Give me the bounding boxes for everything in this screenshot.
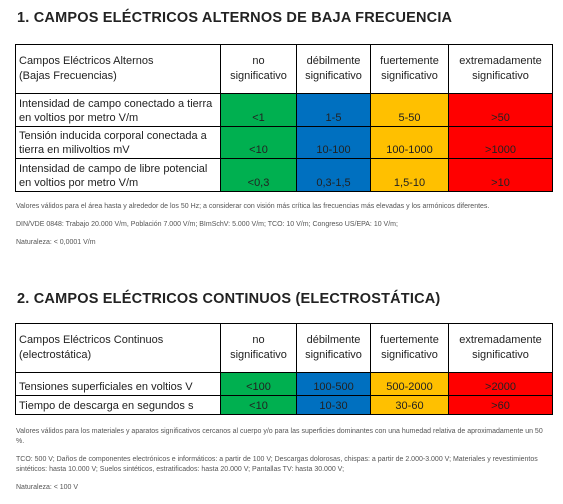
table: Campos Eléctricos Alternos (Bajas Frecue… — [15, 44, 553, 192]
header-cell: Campos Eléctricos Continuos (electrostát… — [15, 323, 221, 373]
note: Valores válidos para los materiales y ap… — [16, 428, 543, 445]
value-cell: 30-60 — [370, 395, 449, 415]
value-cell: <10 — [220, 395, 297, 415]
value-cell: <100 — [220, 372, 297, 396]
note: Naturaleza: < 0,0001 V/m — [16, 239, 96, 246]
table-row: Intensidad de campo conectado a tierra e… — [15, 93, 553, 127]
value-cell: 100-500 — [296, 372, 371, 396]
table-row: Tensiones superficiales en voltios V <100… — [15, 372, 553, 396]
notes: Valores válidos para el área hasta y alr… — [16, 202, 551, 256]
value-cell: 100-1000 — [370, 126, 449, 159]
value-cell: <1 — [220, 93, 297, 127]
row-label: Tensión inducida corporal conectada a ti… — [15, 126, 221, 159]
row-label: Tensiones superficiales en voltios V — [15, 372, 221, 396]
value-cell: 1,5-10 — [370, 158, 449, 192]
notes: Valores válidos para los materiales y ap… — [16, 427, 551, 501]
note: DIN/VDE 0848: Trabajo 20.000 V/m, Poblac… — [16, 221, 398, 228]
value-cell: >10 — [448, 158, 553, 192]
value-cell: >50 — [448, 93, 553, 127]
table-row: Intensidad de campo de libre potencial e… — [15, 158, 553, 192]
header-cell: fuertemente significativo — [370, 323, 449, 373]
header-cell: débilmente significativo — [296, 323, 371, 373]
value-cell: 5-50 — [370, 93, 449, 127]
value-cell: 0,3-1,5 — [296, 158, 371, 192]
row-label: Intensidad de campo de libre potencial e… — [15, 158, 221, 192]
value-cell: 10-100 — [296, 126, 371, 159]
header-cell: débilmente significativo — [296, 44, 371, 94]
value-cell: >2000 — [448, 372, 553, 396]
section-title: 2. CAMPOS ELÉCTRICOS CONTINUOS (ELECTROS… — [17, 291, 441, 307]
value-cell: 10-30 — [296, 395, 371, 415]
header-cell: Campos Eléctricos Alternos (Bajas Frecue… — [15, 44, 221, 94]
table-row: Tensión inducida corporal conectada a ti… — [15, 126, 553, 159]
table-row: Tiempo de descarga en segundos s <10 10-30… — [15, 395, 553, 415]
section-title: 1. CAMPOS ELÉCTRICOS ALTERNOS DE BAJA FR… — [17, 10, 453, 26]
value-cell: <10 — [220, 126, 297, 159]
table: Campos Eléctricos Continuos (electrostát… — [15, 323, 553, 415]
row-label: Intensidad de campo conectado a tierra e… — [15, 93, 221, 127]
header-cell: fuertemente significativo — [370, 44, 449, 94]
header-cell: extremadamente significativo — [448, 323, 553, 373]
row-label: Tiempo de descarga en segundos s — [15, 395, 221, 415]
header-cell: extremadamente significativo — [448, 44, 553, 94]
header-row: Campos Eléctricos Continuos (electrostát… — [15, 323, 553, 373]
value-cell: 500-2000 — [370, 372, 449, 396]
header-row: Campos Eléctricos Alternos (Bajas Frecue… — [15, 44, 553, 94]
value-cell: >1000 — [448, 126, 553, 159]
header-cell: no significativo — [220, 44, 297, 94]
value-cell: 1-5 — [296, 93, 371, 127]
value-cell: <0,3 — [220, 158, 297, 192]
note: TCO: 500 V; Daños de componentes electró… — [16, 456, 538, 473]
value-cell: >60 — [448, 395, 553, 415]
note: Naturaleza: < 100 V — [16, 484, 79, 491]
header-cell: no significativo — [220, 323, 297, 373]
note: Valores válidos para el área hasta y alr… — [16, 203, 490, 210]
